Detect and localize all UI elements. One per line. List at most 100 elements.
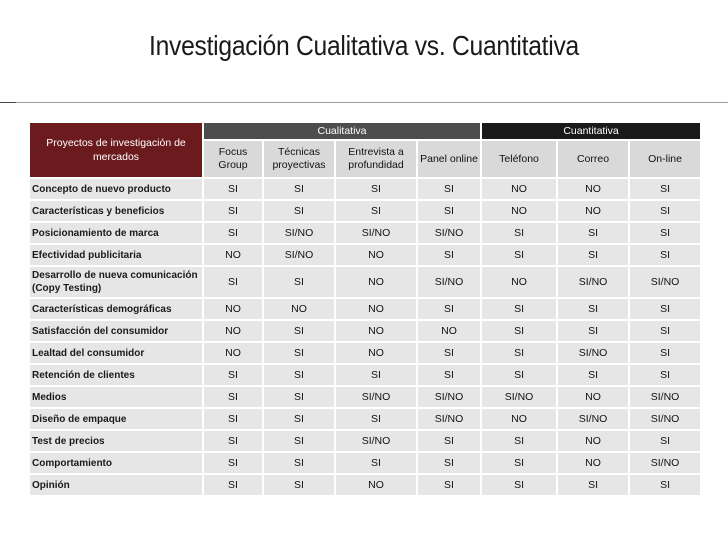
table-cell: NO [336,245,416,265]
table-cell: SI [264,267,334,297]
table-cell: SI [204,387,262,407]
row-label: Posicionamiento de marca [30,223,202,243]
table-row: Características demográficas NO NO NO SI SI SI… [30,299,701,319]
table-cell: SI [418,365,481,385]
table-cell: SI [264,453,334,473]
table-cell: SI [336,453,416,473]
title-divider [0,102,728,103]
table-cell: SI [204,475,262,495]
table-cell: SI [558,299,629,319]
row-label: Retención de clientes [30,365,202,385]
table-cell: NO [204,343,262,363]
table-row: Características y beneficios SI SI SI SI NO NO… [30,201,701,221]
table-row: Satisfacción del consumidor NO SI NO NO SI SI S… [30,321,701,341]
table-cell: SI [204,453,262,473]
table-cell: SI [336,409,416,429]
table-cell: NO [482,201,557,221]
table-cell: SI [630,179,701,199]
table-cell: SI [630,475,701,495]
table-cell: SI [558,223,629,243]
table-cell: SI [630,223,701,243]
table-cell: SI/NO [264,245,334,265]
table-row: Lealtad del consumidor NO SI NO SI SI SI/NO SI [30,343,701,363]
table-cell: SI [264,431,334,451]
table-cell: SI/NO [336,223,416,243]
table-cell: SI [336,179,416,199]
table-row: Concepto de nuevo producto SI SI SI SI NO NO SI [30,179,701,199]
table-cell: NO [418,321,481,341]
table-cell: SI [264,475,334,495]
table-row: Test de precios SI SI SI/NO SI SI NO SI [30,431,701,451]
table-cell: SI [264,321,334,341]
title-divider-accent [0,102,16,103]
table-cell: SI/NO [336,387,416,407]
table-cell: NO [558,431,629,451]
table-cell: SI/NO [264,223,334,243]
table-cell: SI [482,245,557,265]
table-cell: NO [336,299,416,319]
table-row: Medios SI SI SI/NO SI/NO SI/NO NO SI/NO [30,387,701,407]
table-cell: SI [264,343,334,363]
table-cell: SI [264,179,334,199]
table-cell: SI [204,179,262,199]
table-cell: SI [264,409,334,429]
table-cell: NO [558,387,629,407]
row-label: Diseño de empaque [30,409,202,429]
comparison-table: Proyectos de investigación de mercados C… [28,121,702,497]
column-header-row: Focus Group Técnicas proyectivas Entrevi… [30,141,701,177]
table-cell: SI [418,431,481,451]
table-cell: SI [482,365,557,385]
table-cell: NO [482,409,557,429]
table-cell: NO [204,245,262,265]
row-label: Concepto de nuevo producto [30,179,202,199]
table-cell: SI/NO [630,409,701,429]
table-cell: SI/NO [630,267,701,297]
table-cell: NO [336,267,416,297]
table-cell: NO [482,267,557,297]
table-cell: SI [336,365,416,385]
table-cell: SI [630,299,701,319]
table-cell: SI [204,223,262,243]
table-row: Desarrollo de nueva comunicación (Copy T… [30,267,701,297]
column-header: Técnicas proyectivas [264,141,334,177]
row-label: Medios [30,387,202,407]
table-cell: SI [418,299,481,319]
table-cell: SI/NO [630,453,701,473]
table-cell: SI [558,475,629,495]
table-cell: SI/NO [418,387,481,407]
group-header-cuantitativa: Cuantitativa [482,123,701,139]
row-label: Características demográficas [30,299,202,319]
row-label: Comportamiento [30,453,202,473]
table-cell: SI [630,321,701,341]
table-cell: SI [482,431,557,451]
group-header-row: Proyectos de investigación de mercados C… [30,123,701,177]
table-cell: NO [336,321,416,341]
table-cell: SI/NO [558,267,629,297]
table-row: Diseño de empaque SI SI SI SI/NO NO SI/NO SI/NO [30,409,701,429]
table-cell: SI [558,245,629,265]
group-header-cualitativa: Cualitativa [204,123,481,139]
table-cell: SI [418,179,481,199]
table-row: Posicionamiento de marca SI SI/NO SI/NO SI/N… [30,223,701,243]
table-cell: SI [630,343,701,363]
column-header: On-line [630,141,701,177]
slide-title: Investigación Cualitativa vs. Cuantitati… [149,30,579,61]
table-cell: NO [264,299,334,319]
table-cell: SI [482,321,557,341]
row-label: Satisfacción del consumidor [30,321,202,341]
table-cell: SI [630,365,701,385]
table-row: Retención de clientes SI SI SI SI SI SI SI [30,365,701,385]
table-cell: NO [558,201,629,221]
table-cell: SI [482,299,557,319]
column-header: Panel online [418,141,481,177]
table-cell: SI/NO [418,409,481,429]
table-cell: SI [418,453,481,473]
table-cell: SI/NO [418,267,481,297]
table-row: Comportamiento SI SI SI SI SI NO SI/NO [30,453,701,473]
table-cell: NO [482,179,557,199]
table-cell: SI [264,201,334,221]
table-cell: SI [482,223,557,243]
table-cell: SI [418,475,481,495]
table-cell: SI [630,245,701,265]
column-header: Teléfono [482,141,557,177]
